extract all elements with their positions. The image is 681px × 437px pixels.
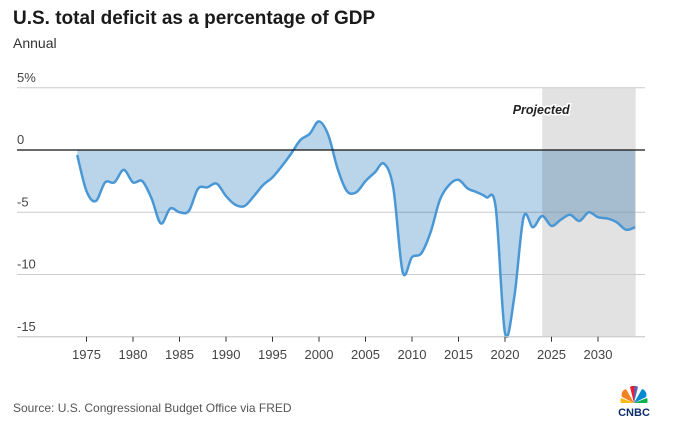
x-tick-label: 1990: [212, 347, 241, 362]
x-tick-label: 2030: [584, 347, 613, 362]
x-tick-label: 1975: [72, 347, 101, 362]
x-tick-label: 2000: [305, 347, 334, 362]
x-tick-label: 1985: [165, 347, 194, 362]
projected-label: Projected: [513, 103, 570, 117]
y-tick-label: -5: [17, 194, 29, 209]
x-tick-label: 2015: [444, 347, 473, 362]
x-tick-label: 1980: [119, 347, 148, 362]
svg-text:CNBC: CNBC: [618, 407, 650, 419]
x-tick-label: 1995: [258, 347, 287, 362]
source-note: Source: U.S. Congressional Budget Office…: [13, 401, 292, 415]
x-tick-label: 2020: [491, 347, 520, 362]
chart-subtitle: Annual: [13, 35, 57, 51]
deficit-line: [75, 120, 636, 338]
deficit-area: [77, 121, 636, 337]
cnbc-logo: CNBC: [612, 385, 656, 425]
y-tick-label: -10: [17, 257, 36, 272]
y-tick-label: 5%: [17, 70, 36, 85]
x-tick-label: 2005: [351, 347, 380, 362]
chart-title: U.S. total deficit as a percentage of GD…: [13, 8, 376, 29]
y-tick-label: -15: [17, 319, 36, 334]
x-tick-label: 2010: [398, 347, 427, 362]
x-tick-label: 2025: [537, 347, 566, 362]
y-tick-label: 0: [17, 132, 24, 147]
